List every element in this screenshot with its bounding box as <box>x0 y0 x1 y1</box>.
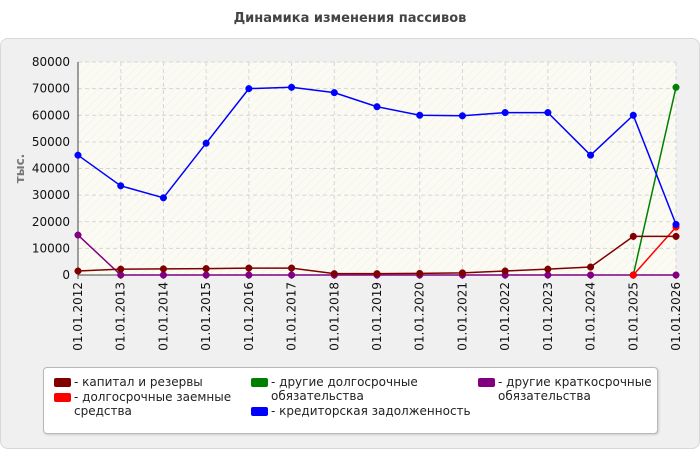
series-3-point <box>74 151 82 159</box>
series-0-point <box>501 267 509 275</box>
series-3-point <box>501 109 509 117</box>
series-0-point <box>373 270 381 278</box>
series-1-point <box>629 271 637 279</box>
series-0-point <box>74 267 82 275</box>
series-3-point <box>202 139 210 147</box>
y-tick-label: 50000 <box>32 135 70 149</box>
series-3-point <box>373 103 381 111</box>
x-tick-label: 01.01.2020 <box>413 282 427 351</box>
x-tick-label: 01.01.2012 <box>71 282 85 351</box>
legend-item-payables: - кредиторская задолженность <box>251 404 511 418</box>
x-tick-label: 01.01.2017 <box>285 282 299 351</box>
series-3-point <box>416 111 424 119</box>
x-tick-label: 01.01.2024 <box>584 282 598 351</box>
legend-swatch-payables <box>251 407 268 416</box>
series-3-point <box>330 89 338 97</box>
series-4-point <box>245 271 253 279</box>
y-tick-label: 10000 <box>32 241 70 255</box>
chart-legend: - капитал и резервы - долгосрочные заемн… <box>43 367 658 434</box>
series-0-point <box>245 264 253 272</box>
legend-swatch-other-long-term <box>251 378 268 387</box>
series-3-point <box>672 220 680 228</box>
y-tick-label: 20000 <box>32 215 70 229</box>
series-0-point <box>416 269 424 277</box>
x-tick-label: 01.01.2025 <box>626 282 640 351</box>
series-4-point <box>202 271 210 279</box>
x-tick-label: 01.01.2013 <box>114 282 128 351</box>
series-0-point <box>629 232 637 240</box>
y-axis-label: тыс. <box>13 154 27 183</box>
legend-swatch-long-term-loans <box>54 393 71 402</box>
y-tick-label: 70000 <box>32 82 70 96</box>
x-tick-label: 01.01.2015 <box>199 282 213 351</box>
series-4-point <box>74 231 82 239</box>
series-3-point <box>629 111 637 119</box>
x-tick-label: 01.01.2022 <box>498 282 512 351</box>
series-0-point <box>202 265 210 273</box>
series-0-point <box>288 264 296 272</box>
legend-item-other-long-term: - другие долгосрочные обязательства <box>251 375 471 403</box>
series-3-point <box>587 151 595 159</box>
series-0-point <box>159 265 167 273</box>
series-4-point <box>159 271 167 279</box>
series-3-point <box>245 85 253 93</box>
series-0-point <box>458 269 466 277</box>
chart-title: Динамика изменения пассивов <box>233 11 467 26</box>
series-0-point <box>587 263 595 271</box>
legend-item-capital: - капитал и резервы <box>54 375 234 389</box>
y-tick-label: 0 <box>62 268 70 282</box>
series-4-point <box>288 271 296 279</box>
x-tick-label: 01.01.2023 <box>541 282 555 351</box>
x-tick-label: 01.01.2026 <box>669 282 683 351</box>
x-tick-label: 01.01.2019 <box>370 282 384 351</box>
series-3-point <box>544 109 552 117</box>
legend-label-other-short-term: - другие краткосрочные обязательства <box>498 375 652 403</box>
series-3-point <box>458 112 466 120</box>
legend-swatch-other-short-term <box>478 378 495 387</box>
x-tick-label: 01.01.2016 <box>242 282 256 351</box>
legend-label-other-long-term: - другие долгосрочные обязательства <box>271 375 418 403</box>
y-tick-label: 80000 <box>32 55 70 69</box>
series-4-point <box>672 271 680 279</box>
legend-label-payables: - кредиторская задолженность <box>271 404 471 418</box>
series-3-point <box>288 83 296 91</box>
y-tick-label: 30000 <box>32 188 70 202</box>
series-0-point <box>544 265 552 273</box>
legend-item-long-term-loans: - долгосрочные заемные средства <box>54 390 234 418</box>
x-tick-label: 01.01.2014 <box>156 282 170 351</box>
series-4-point <box>587 271 595 279</box>
x-tick-label: 01.01.2018 <box>327 282 341 351</box>
series-0-point <box>330 270 338 278</box>
y-tick-label: 40000 <box>32 162 70 176</box>
y-tick-label: 60000 <box>32 108 70 122</box>
legend-swatch-capital <box>54 378 71 387</box>
legend-label-long-term-loans: - долгосрочные заемные средства <box>74 390 232 418</box>
series-2-point <box>672 83 680 91</box>
legend-item-other-short-term: - другие краткосрочные обязательства <box>478 375 653 403</box>
series-line-1 <box>632 226 677 276</box>
series-0-point <box>672 232 680 240</box>
series-0-point <box>117 265 125 273</box>
x-tick-label: 01.01.2021 <box>455 282 469 351</box>
legend-label-capital: - капитал и резервы <box>74 375 203 389</box>
series-line-2 <box>632 87 677 276</box>
series-3-point <box>159 194 167 202</box>
series-3-point <box>117 182 125 190</box>
